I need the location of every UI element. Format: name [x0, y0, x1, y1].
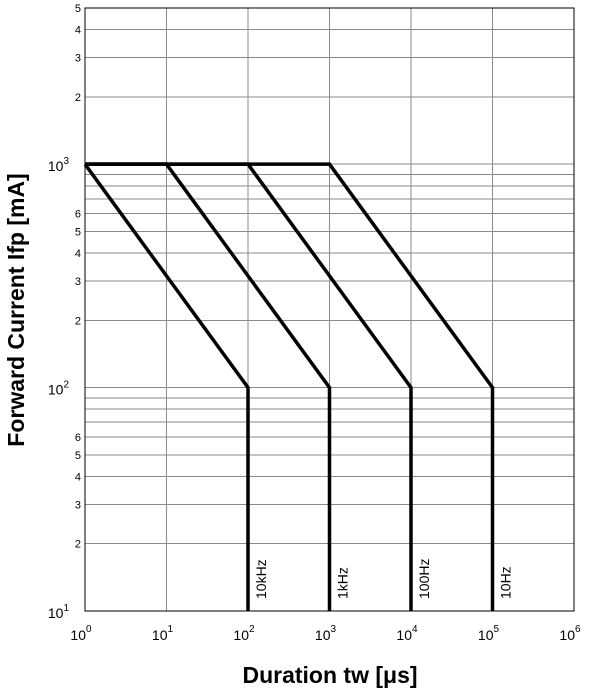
y-axis-title: Forward Current Ifp [mA]	[3, 173, 29, 446]
series-label: 1kHz	[335, 567, 351, 599]
x-axis-title: Duration tw [μs]	[242, 662, 417, 688]
x-tick-label: 103	[315, 624, 337, 643]
series-line-10Hz	[85, 162, 495, 611]
y-tick-label: 101	[48, 603, 70, 621]
y-tick-label: 102	[48, 380, 70, 398]
series-label: 100Hz	[416, 559, 432, 599]
series-label: 10Hz	[498, 566, 514, 599]
x-axis-ticks: 100 101 102 103 104 105 106	[70, 624, 581, 643]
x-tick-label: 104	[396, 624, 418, 643]
y-minor-tick-label: 4	[75, 471, 81, 483]
y-minor-tick-label: 4	[75, 248, 81, 260]
y-minor-tick-label: 3	[75, 499, 81, 511]
y-minor-tick-label: 3	[75, 276, 81, 288]
y-minor-tick-label: 2	[75, 315, 81, 327]
x-tick-label: 102	[233, 624, 255, 643]
x-tick-label: 105	[478, 624, 500, 643]
y-minor-tick-label: 3	[75, 53, 81, 65]
series-label: 10kHz	[253, 559, 269, 599]
y-minor-tick-label: 5	[75, 3, 81, 15]
y-minor-tick-label: 2	[75, 92, 81, 104]
x-tick-label: 106	[559, 624, 581, 643]
curves	[83, 162, 495, 611]
y-minor-tick-label: 5	[75, 450, 81, 462]
x-tick-label: 100	[70, 624, 92, 643]
y-minor-tick-label: 6	[75, 209, 81, 221]
y-minor-tick-label: 2	[75, 539, 81, 551]
y-minor-tick-label: 5	[75, 226, 81, 238]
x-tick-label: 101	[152, 624, 174, 643]
y-tick-label: 103	[48, 156, 70, 174]
series-labels: 10kHz 1kHz 100Hz 10Hz	[253, 559, 514, 599]
series-line-10kHz	[83, 163, 250, 611]
plot-frame	[84, 7, 575, 612]
y-minor-tick-label: 6	[75, 432, 81, 444]
y-axis-ticks: 101 102 103 2 3 4 5 6 2 3 4 5 6 2 3 4 5	[48, 3, 81, 621]
y-minor-tick-label: 4	[75, 25, 81, 37]
